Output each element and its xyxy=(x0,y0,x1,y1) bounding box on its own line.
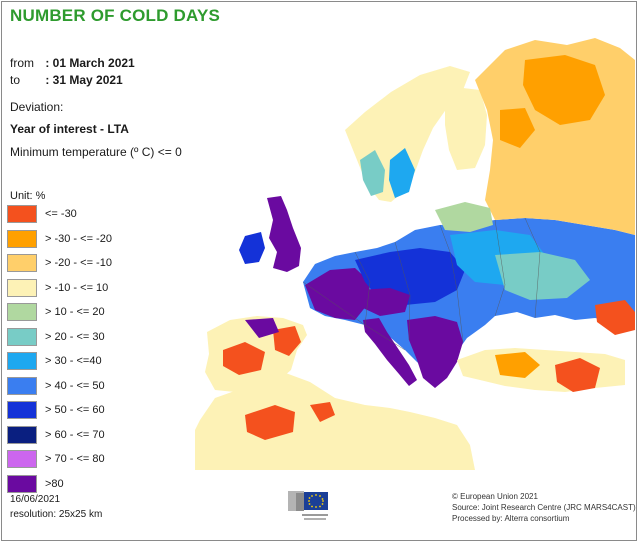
legend-swatch xyxy=(7,327,37,346)
resolution: resolution: 25x25 km xyxy=(10,509,103,520)
issue-date: 16/06/2021 xyxy=(10,494,61,505)
legend-label: > 50 - <= 60 xyxy=(45,404,105,416)
legend-swatch xyxy=(7,229,37,248)
legend-label: > 60 - <= 70 xyxy=(45,428,105,441)
legend-item: > 60 - <= 70 xyxy=(7,425,167,446)
legend-swatch xyxy=(7,254,37,272)
credits: © European Union 2021 Source: Joint Rese… xyxy=(452,491,636,524)
period-to: to : 31 May 2021 xyxy=(10,73,123,87)
france-patch xyxy=(305,268,370,320)
legend-swatch xyxy=(7,303,37,321)
legend-item: > 10 - <= 20 xyxy=(7,303,167,323)
sweden-patch xyxy=(389,148,415,198)
legend-label: > 20 - <= 30 xyxy=(45,330,105,343)
russia-orange-patch xyxy=(523,55,605,125)
legend-item: >80 xyxy=(7,474,167,495)
legend-swatch xyxy=(7,450,37,468)
anomaly-patches xyxy=(223,55,635,440)
ukraine-patch xyxy=(495,252,590,300)
legend-item: <= -30 xyxy=(7,205,167,225)
metric-description: Minimum temperature (º C) <= 0 xyxy=(10,145,182,159)
period-from: from : 01 March 2021 xyxy=(10,56,135,70)
legend-label: > 10 - <= 20 xyxy=(45,306,105,318)
credit-line-1: © European Union 2021 xyxy=(452,492,538,501)
legend-item: > 20 - <= 30 xyxy=(7,327,167,348)
caucasus-orange-patch xyxy=(595,300,635,335)
legend-swatch xyxy=(7,376,37,395)
legend-item: > 40 - <= 50 xyxy=(7,376,167,397)
legend-swatch xyxy=(7,425,37,444)
deviation-value: Year of interest - LTA xyxy=(10,122,129,136)
map-title: NUMBER OF COLD DAYS xyxy=(10,6,221,25)
italy-land xyxy=(363,318,417,386)
legend-item: > 50 - <= 60 xyxy=(7,401,167,421)
north-africa-red-patch-2 xyxy=(310,402,335,422)
legend-swatch xyxy=(7,352,37,370)
europe-map xyxy=(195,38,635,470)
eu-commission-logo xyxy=(282,487,340,525)
balkans-land xyxy=(407,316,463,388)
legend-swatch xyxy=(7,278,37,297)
russia-orange-patch-2 xyxy=(500,108,535,148)
legend-unit: Unit: % xyxy=(10,190,46,202)
legend-label: > 30 - <=40 xyxy=(45,355,102,367)
turkey-red-patch xyxy=(555,358,600,392)
legend-label: > -30 - <= -20 xyxy=(45,232,112,245)
deviation-label: Deviation: xyxy=(10,100,64,114)
legend-label: > 40 - <= 50 xyxy=(45,379,105,392)
legend-label: >80 xyxy=(45,477,64,490)
legend-item: > 30 - <=40 xyxy=(7,352,167,372)
legend-label: > -10 - <= 10 xyxy=(45,281,109,294)
alps-patch xyxy=(360,288,410,316)
to-label: to xyxy=(10,73,21,87)
country-borders xyxy=(302,217,541,351)
from-date: : 01 March 2021 xyxy=(45,56,135,70)
legend-swatch xyxy=(7,205,37,223)
legend-swatch xyxy=(7,401,37,419)
legend-item: > -10 - <= 10 xyxy=(7,278,167,299)
legend-swatch xyxy=(7,474,37,493)
turkey-land xyxy=(457,348,625,392)
legend-item: > -20 - <= -10 xyxy=(7,254,167,274)
iberia-red-patch-2 xyxy=(273,326,301,356)
norway-patch xyxy=(360,150,385,196)
from-label: from xyxy=(10,56,34,70)
legend-label: > 70 - <= 80 xyxy=(45,453,105,465)
finland-land xyxy=(445,88,487,170)
legend-item: > 70 - <= 80 xyxy=(7,450,167,470)
legend-label: > -20 - <= -10 xyxy=(45,257,112,269)
ireland-land xyxy=(239,232,265,264)
to-date: : 31 May 2021 xyxy=(45,73,123,87)
great-britain-land xyxy=(267,196,301,272)
credit-line-3: Processed by: Alterra consortium xyxy=(452,514,570,523)
baltic-patch xyxy=(435,202,493,232)
iberia-red-patch xyxy=(223,342,265,375)
north-africa-land xyxy=(195,370,475,470)
legend-item: > -30 - <= -20 xyxy=(7,229,167,250)
iberia-purple-patch xyxy=(245,318,279,338)
credit-line-2: Source: Joint Research Centre (JRC MARS4… xyxy=(452,503,636,512)
north-africa-red-patch xyxy=(245,405,295,440)
legend-label: <= -30 xyxy=(45,208,77,220)
turkey-orange-patch xyxy=(495,352,540,378)
